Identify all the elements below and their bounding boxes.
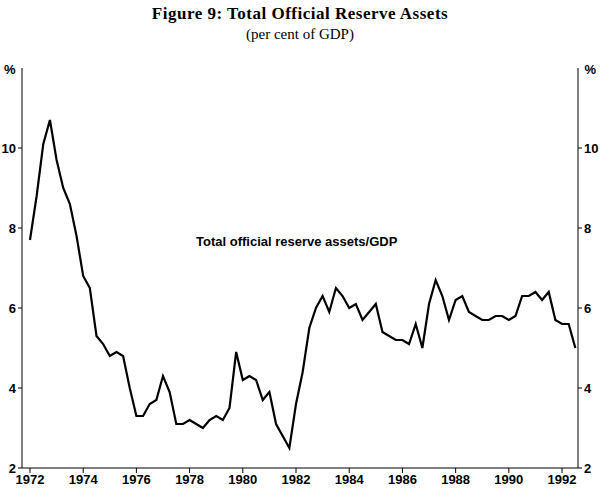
svg-text:1980: 1980 — [228, 472, 257, 487]
svg-text:4: 4 — [9, 381, 17, 396]
svg-text:2: 2 — [584, 461, 591, 476]
svg-text:1986: 1986 — [388, 472, 417, 487]
svg-text:1992: 1992 — [548, 472, 577, 487]
html-text:(per cent of GDP): (per cent of GDP) — [246, 26, 354, 42]
svg-text:1976: 1976 — [122, 472, 151, 487]
svg-text:1984: 1984 — [335, 472, 365, 487]
svg-text:1982: 1982 — [282, 472, 311, 487]
svg-text:2: 2 — [9, 461, 16, 476]
svg-text:1974: 1974 — [69, 472, 99, 487]
html-text:Total official reserve assets/: Total official reserve assets/GDP — [196, 234, 398, 249]
svg-text:6: 6 — [584, 301, 591, 316]
svg-text:1978: 1978 — [175, 472, 204, 487]
svg-text:10: 10 — [584, 141, 592, 156]
svg-text:6: 6 — [9, 301, 16, 316]
svg-text:1988: 1988 — [441, 472, 470, 487]
svg-text:10: 10 — [8, 141, 16, 156]
svg-text:8: 8 — [9, 221, 16, 236]
html-text:Figure 9: Total Official Reser: Figure 9: Total Official Reserve Assets — [151, 4, 449, 23]
svg-text:1972: 1972 — [16, 472, 45, 487]
svg-text:4: 4 — [584, 381, 592, 396]
svg-text:8: 8 — [584, 221, 591, 236]
svg-text:1990: 1990 — [494, 472, 523, 487]
